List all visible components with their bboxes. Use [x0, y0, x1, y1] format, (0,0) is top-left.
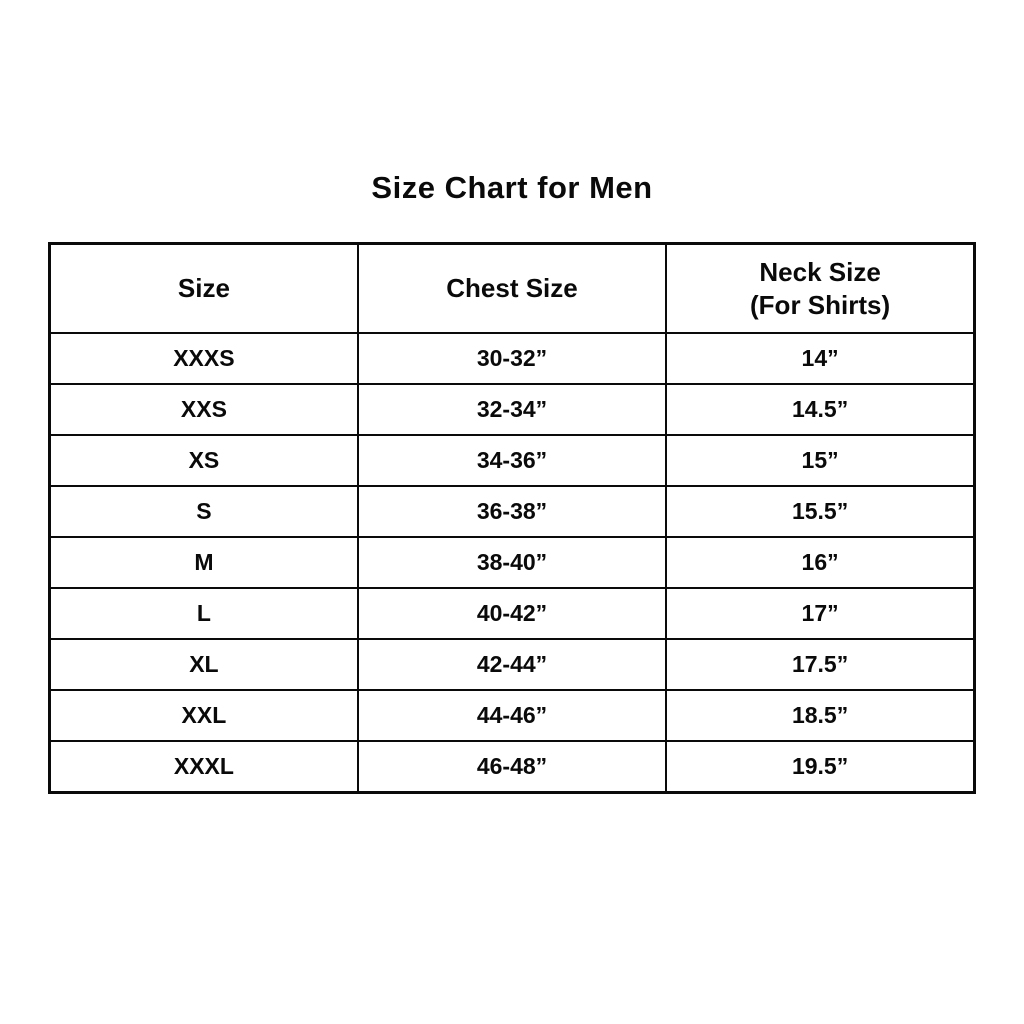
chest-cell: 38-40” [356, 536, 668, 589]
chest-cell: 34-36” [356, 434, 668, 487]
size-cell: XS [48, 434, 359, 487]
table-row: XXS 32-34” 14.5” [48, 383, 976, 436]
neck-cell: 16” [665, 536, 976, 589]
table-row: S 36-38” 15.5” [48, 485, 976, 538]
chest-cell: 46-48” [356, 740, 668, 794]
chest-cell: 30-32” [356, 332, 668, 385]
size-cell: XXL [48, 689, 359, 742]
table-row: XXXL 46-48” 19.5” [48, 740, 976, 794]
neck-cell: 18.5” [665, 689, 976, 742]
neck-cell: 17” [665, 587, 976, 640]
chest-cell: 42-44” [356, 638, 668, 691]
chest-cell: 40-42” [356, 587, 668, 640]
table-body: XXXS 30-32” 14” XXS 32-34” 14.5” XS 34-3… [48, 332, 976, 794]
size-cell: S [48, 485, 359, 538]
table-row: XL 42-44” 17.5” [48, 638, 976, 691]
neck-cell: 15” [665, 434, 976, 487]
neck-cell: 15.5” [665, 485, 976, 538]
table-row: XS 34-36” 15” [48, 434, 976, 487]
header-label: Size [177, 273, 230, 304]
header-row: Size Chest Size Neck Size (For Shirts) [48, 242, 976, 334]
page-title: Size Chart for Men [371, 170, 653, 205]
neck-cell: 19.5” [665, 740, 976, 794]
size-cell: XXXS [48, 332, 359, 385]
table-row: M 38-40” 16” [48, 536, 976, 589]
header-cell-neck: Neck Size (For Shirts) [665, 242, 976, 334]
size-cell: XXXL [48, 740, 359, 794]
chest-cell: 32-34” [356, 383, 668, 436]
header-sublabel: (For Shirts) [750, 289, 891, 320]
header-cell-chest: Chest Size [356, 242, 668, 334]
size-cell: XXS [48, 383, 359, 436]
neck-cell: 14.5” [665, 383, 976, 436]
header-label: Neck Size [759, 257, 881, 287]
header-cell-size: Size [48, 242, 359, 334]
size-chart-table: Size Chest Size Neck Size (For Shirts) X… [48, 242, 976, 794]
table-row: L 40-42” 17” [48, 587, 976, 640]
header-label: Chest Size [446, 273, 578, 304]
neck-cell: 17.5” [665, 638, 976, 691]
table-row: XXL 44-46” 18.5” [48, 689, 976, 742]
table-row: XXXS 30-32” 14” [48, 332, 976, 385]
size-cell: L [48, 587, 359, 640]
size-cell: M [48, 536, 359, 589]
chest-cell: 44-46” [356, 689, 668, 742]
chest-cell: 36-38” [356, 485, 668, 538]
neck-cell: 14” [665, 332, 976, 385]
size-cell: XL [48, 638, 359, 691]
table-header: Size Chest Size Neck Size (For Shirts) [48, 242, 976, 334]
